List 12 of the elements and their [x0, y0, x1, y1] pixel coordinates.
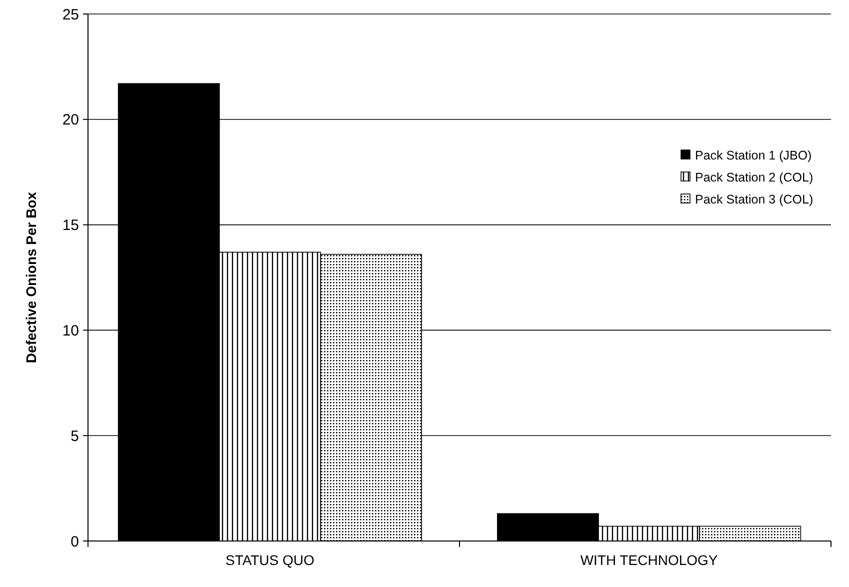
x-tick-label: WITH TECHNOLOGY — [580, 552, 718, 568]
legend-label: Pack Station 2 (COL) — [695, 170, 814, 184]
x-tick-label: STATUS QUO — [225, 552, 315, 568]
y-tick-label: 10 — [62, 322, 79, 340]
y-tick-label: 15 — [62, 217, 79, 234]
y-tick-label: 20 — [62, 112, 79, 129]
y-tick-label: 5 — [70, 428, 79, 445]
y-tick-label: 25 — [62, 6, 79, 24]
legend-label: Pack Station 1 (JBO) — [695, 148, 812, 162]
legend-label: Pack Station 3 (COL) — [695, 192, 814, 206]
y-tick-label: 0 — [70, 533, 79, 550]
y-axis-title: Defective Onions Per Box — [23, 192, 39, 364]
